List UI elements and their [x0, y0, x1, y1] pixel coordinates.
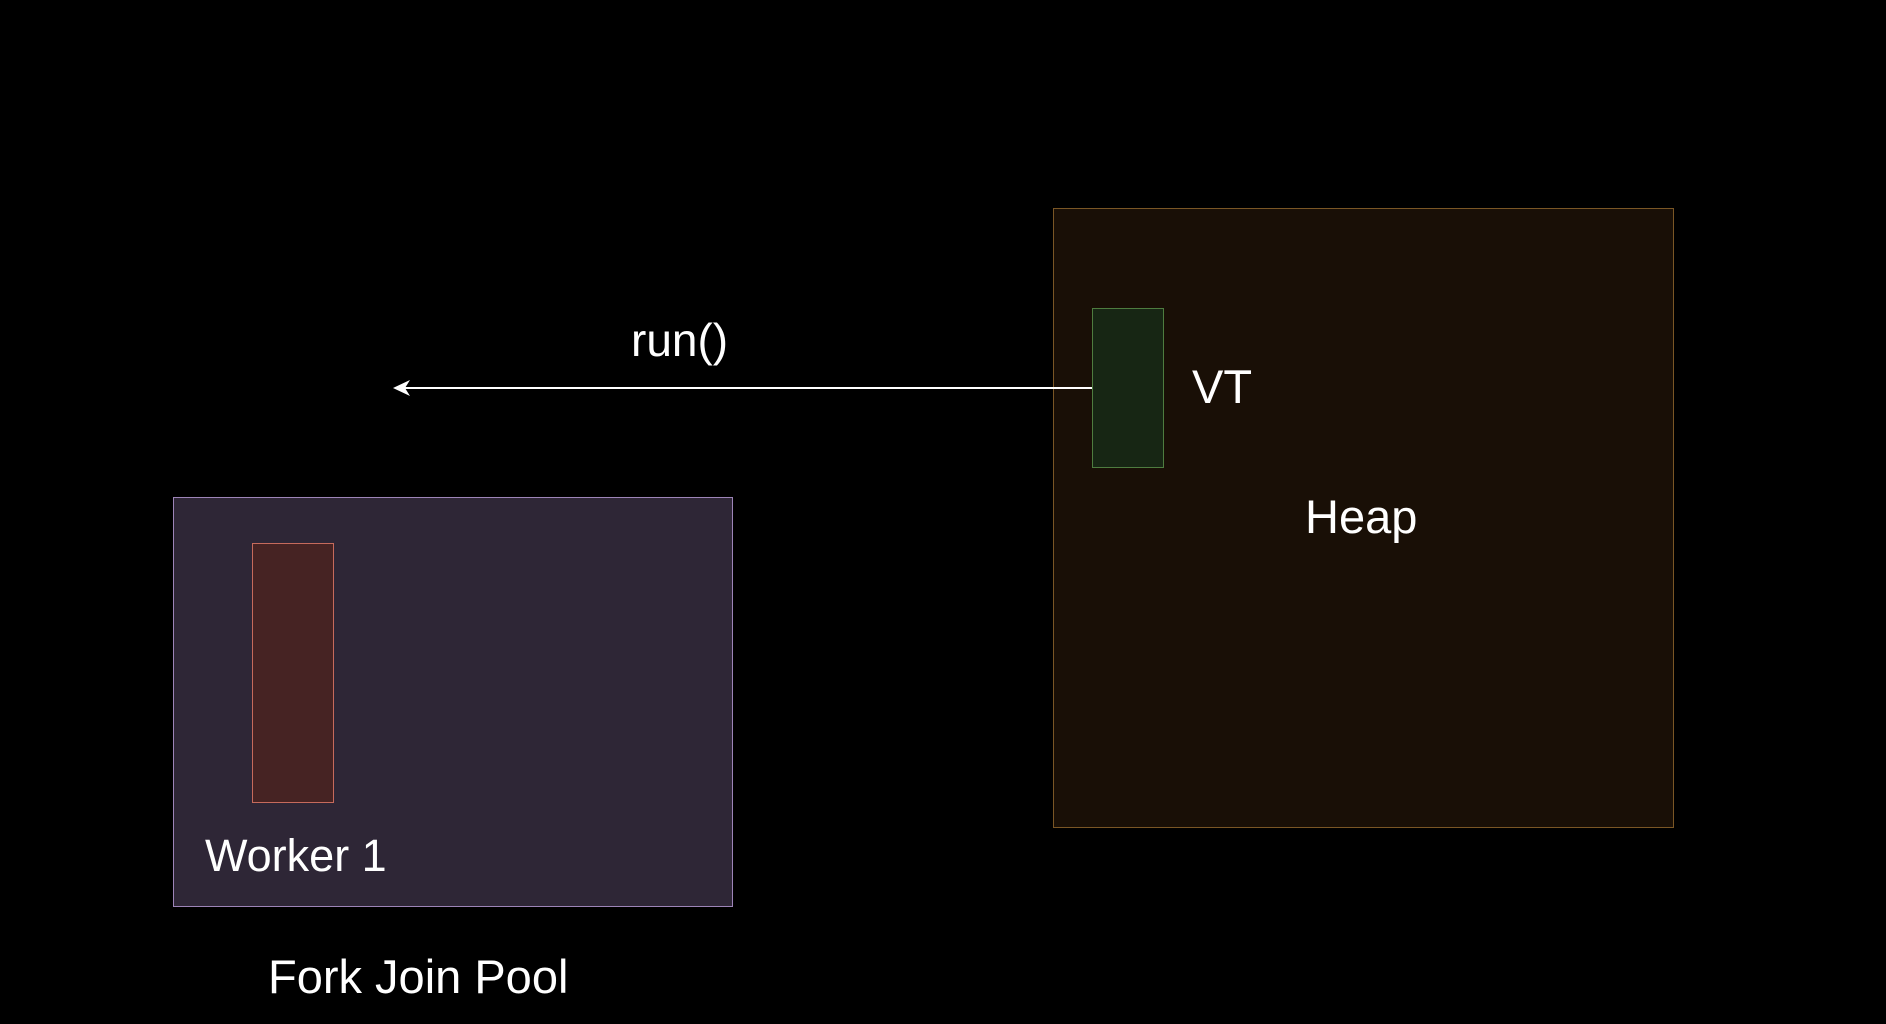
- heap-label: Heap: [1305, 490, 1418, 543]
- worker-1-label: Worker 1: [205, 830, 387, 881]
- virtual-thread-label: VT: [1192, 360, 1253, 413]
- worker-1-thread-rect: [252, 543, 334, 803]
- run-arrow-head: [393, 380, 410, 396]
- virtual-thread-rect: [1092, 308, 1164, 468]
- fork-join-pool-label: Fork Join Pool: [268, 950, 569, 1003]
- run-arrow-label: run(): [631, 314, 729, 366]
